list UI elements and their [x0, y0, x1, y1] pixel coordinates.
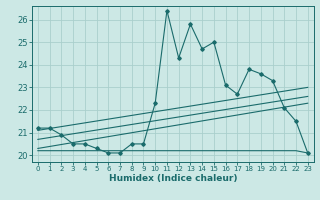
- X-axis label: Humidex (Indice chaleur): Humidex (Indice chaleur): [108, 174, 237, 183]
